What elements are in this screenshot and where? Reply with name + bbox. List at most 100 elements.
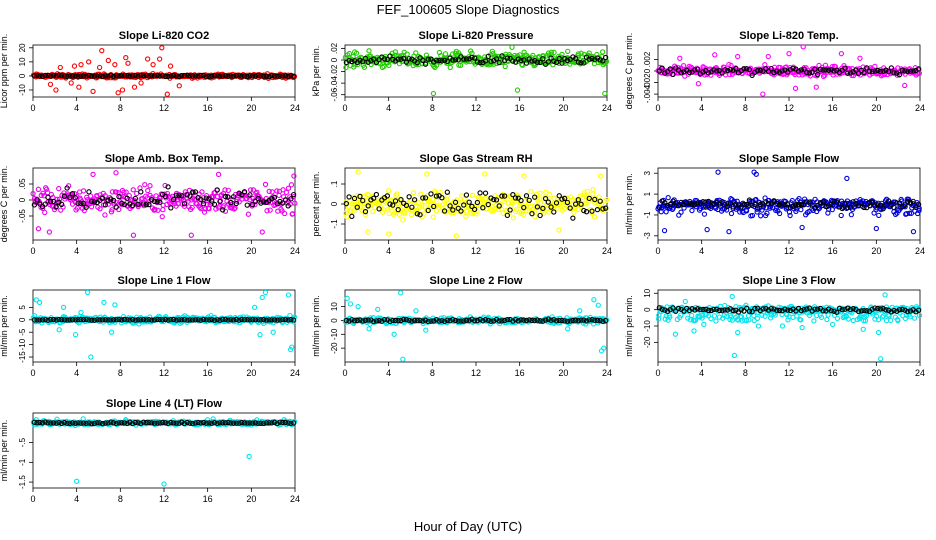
y-axis-label: degrees C per min. [0, 166, 9, 243]
data-point [86, 72, 92, 79]
chart-panel: Slope Sample Flow ml/min per min. 0 4 8 12 16 2… [624, 153, 925, 256]
data-point [102, 73, 108, 79]
x-tick-label: 20 [871, 103, 881, 113]
x-tick-label: 16 [203, 494, 213, 504]
data-point [496, 59, 502, 66]
data-point [430, 90, 437, 97]
data-point [386, 188, 392, 194]
data-point [74, 478, 80, 484]
y-tick-label: -10 [18, 338, 27, 350]
data-point [540, 56, 546, 62]
data-point [597, 173, 604, 179]
y-axis-label: degrees C per min. [624, 33, 634, 110]
data-point [452, 57, 459, 63]
data-point [754, 68, 761, 74]
panel-title: Slope Li-820 CO2 [119, 30, 209, 42]
data-point [149, 195, 155, 201]
data-point [225, 73, 231, 79]
data-point [812, 66, 818, 72]
x-tick-label: 24 [915, 368, 925, 378]
data-point [228, 199, 234, 206]
data-point [463, 208, 470, 214]
y-tick-label: -1 [18, 458, 27, 466]
data-point [105, 197, 111, 204]
y-tick-label: 0 [18, 317, 27, 322]
data-point [392, 49, 399, 55]
data-point [280, 200, 286, 206]
data-point [121, 72, 128, 78]
data-point [231, 206, 237, 212]
data-point [786, 51, 792, 57]
data-point [53, 73, 59, 79]
data-point [230, 194, 237, 200]
data-point [277, 73, 283, 79]
data-point [289, 211, 296, 217]
data-point [250, 187, 257, 193]
data-point [355, 169, 361, 175]
data-point [845, 70, 851, 76]
data-point [50, 198, 57, 205]
data-point [661, 227, 668, 234]
data-point [132, 198, 138, 205]
data-point [439, 58, 445, 64]
data-point [591, 297, 597, 303]
data-point [84, 289, 91, 296]
data-point [480, 59, 486, 66]
data-point [463, 192, 470, 198]
data-point [600, 58, 606, 64]
panel-title: Slope Sample Flow [739, 153, 840, 165]
x-tick-label: 12 [159, 246, 169, 256]
data-point [362, 211, 369, 218]
y-tick-label: 10 [330, 302, 339, 311]
y-tick-label: 0 [330, 201, 339, 206]
data-point [99, 73, 106, 80]
data-point [825, 67, 832, 73]
data-point [91, 73, 98, 79]
data-point [813, 84, 819, 90]
data-point [760, 91, 766, 97]
x-tick-label: 0 [30, 246, 35, 256]
data-point [206, 73, 212, 80]
y-tick-label: .05 [18, 178, 27, 190]
x-tick-label: 20 [558, 246, 568, 256]
data-point [798, 207, 804, 213]
data-point [428, 56, 434, 62]
y-tick-label: -.002 [643, 73, 652, 92]
data-point [439, 202, 446, 208]
data-point [444, 58, 450, 64]
data-point [515, 56, 521, 62]
data-point [99, 195, 106, 201]
data-point [198, 196, 204, 203]
data-point [850, 317, 856, 324]
x-tick-label: 24 [602, 103, 612, 113]
y-axis-label: ml/min per min. [0, 295, 9, 357]
data-point [675, 67, 682, 73]
data-point [528, 188, 534, 195]
data-point [179, 72, 185, 79]
data-point [847, 70, 854, 76]
data-point [140, 72, 147, 79]
x-tick-label: 16 [828, 246, 838, 256]
y-tick-label: -.02 [330, 64, 339, 78]
data-point [556, 227, 562, 233]
data-point [523, 60, 530, 66]
data-point [441, 57, 448, 63]
data-point [656, 68, 663, 74]
data-point [260, 199, 267, 205]
x-tick-label: 20 [246, 103, 256, 113]
panel-title: Slope Line 2 Flow [430, 275, 523, 287]
data-point [423, 327, 429, 333]
data-point [188, 232, 194, 238]
data-point [899, 67, 905, 73]
y-tick-label: 0 [643, 68, 652, 73]
data-point [291, 173, 297, 179]
data-point [135, 201, 141, 207]
data-point [285, 73, 291, 80]
data-point [373, 191, 380, 198]
data-point [361, 64, 368, 70]
data-point [121, 189, 127, 195]
data-point [488, 58, 494, 65]
plot-frame [32, 44, 296, 98]
data-point [282, 197, 289, 203]
data-point [267, 207, 273, 213]
